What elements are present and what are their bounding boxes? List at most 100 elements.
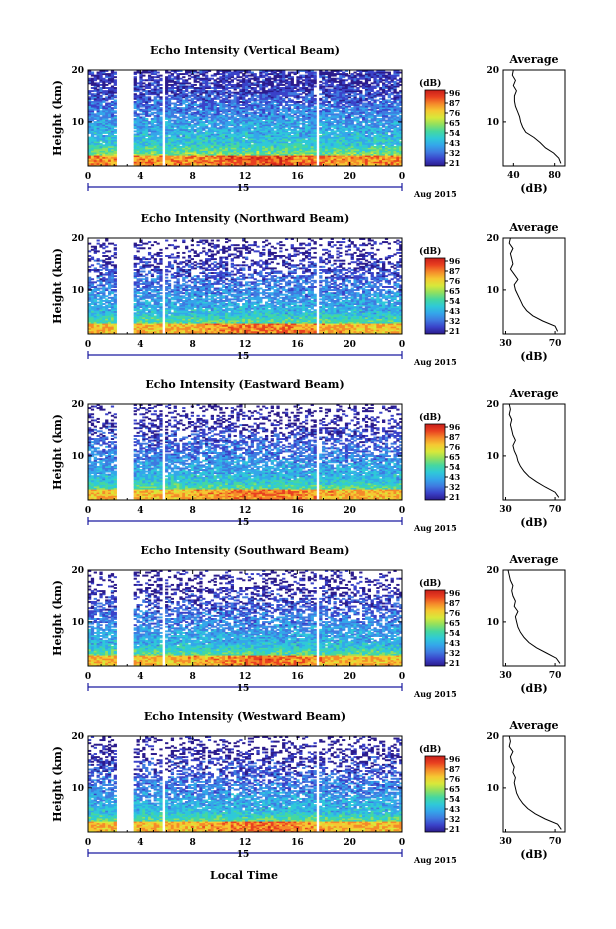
- heatmap-cell: [219, 113, 222, 115]
- heatmap-cell: [176, 93, 179, 95]
- heatmap-cell: [268, 89, 271, 91]
- heatmap-cell: [191, 90, 194, 92]
- heatmap-cell: [176, 104, 179, 106]
- heatmap-cell: [265, 113, 268, 115]
- heatmap-cell: [336, 113, 339, 115]
- heatmap-cell: [382, 123, 385, 125]
- heatmap-cell: [314, 95, 317, 97]
- heatmap-cell: [151, 112, 154, 114]
- heatmap-cell: [373, 146, 376, 148]
- heatmap-cell: [239, 84, 242, 86]
- heatmap-cell: [102, 135, 105, 137]
- heatmap-cell: [231, 109, 234, 111]
- heatmap-cell: [305, 140, 308, 142]
- heatmap-cell: [148, 90, 151, 92]
- heatmap-cell: [179, 118, 182, 120]
- heatmap-cell: [142, 116, 145, 118]
- heatmap-cell: [157, 99, 160, 101]
- heatmap-cell: [305, 106, 308, 108]
- heatmap-cell: [196, 127, 199, 129]
- heatmap-cell: [328, 101, 331, 103]
- heatmap-cell: [205, 124, 208, 126]
- heatmap-cell: [291, 104, 294, 106]
- heatmap-cell: [216, 90, 219, 92]
- heatmap-cell: [236, 118, 239, 120]
- heatmap-cell: [299, 118, 302, 120]
- heatmap-cell: [319, 84, 322, 86]
- heatmap-cell: [251, 144, 254, 146]
- heatmap-cell: [259, 84, 262, 86]
- heatmap-cell: [302, 96, 305, 98]
- heatmap-cell: [222, 115, 225, 117]
- heatmap-cell: [202, 132, 205, 134]
- heatmap-cell: [351, 107, 354, 109]
- heatmap-cell: [356, 116, 359, 118]
- heatmap-cell: [219, 96, 222, 98]
- heatmap-cell: [139, 109, 142, 111]
- heatmap-cell: [274, 85, 277, 87]
- heatmap-cell: [222, 98, 225, 100]
- heatmap-cell: [305, 113, 308, 115]
- heatmap-cell: [171, 84, 174, 86]
- heatmap-cell: [99, 110, 102, 112]
- heatmap-cell: [236, 82, 239, 84]
- heatmap-cell: [242, 138, 245, 140]
- heatmap-cell: [314, 85, 317, 87]
- heatmap-cell: [219, 99, 222, 101]
- heatmap-cell: [99, 95, 102, 97]
- heatmap-cell: [185, 104, 188, 106]
- heatmap-cell: [91, 101, 94, 103]
- heatmap-cell: [348, 82, 351, 84]
- heatmap-cell: [294, 90, 297, 92]
- heatmap-cell: [142, 104, 145, 106]
- heatmap-cell: [216, 103, 219, 105]
- heatmap-cell: [368, 120, 371, 122]
- heatmap-cell: [388, 135, 391, 137]
- heatmap-cell: [114, 95, 117, 97]
- heatmap-cell: [331, 109, 334, 111]
- heatmap-cell: [196, 116, 199, 118]
- heatmap-cell: [254, 127, 257, 129]
- heatmap-cell: [319, 135, 322, 137]
- heatmap-cell: [379, 87, 382, 89]
- heatmap-cell: [296, 115, 299, 117]
- heatmap-cell: [182, 107, 185, 109]
- heatmap-cell: [231, 84, 234, 86]
- heatmap-cell: [191, 84, 194, 86]
- heatmap-cell: [359, 121, 362, 123]
- heatmap-cell: [159, 87, 162, 89]
- heatmap-cell: [393, 95, 396, 97]
- heatmap-cell: [99, 84, 102, 86]
- heatmap-cell: [362, 95, 365, 97]
- heatmap-cell: [353, 116, 356, 118]
- heatmap-cell: [188, 129, 191, 131]
- heatmap-cell: [294, 116, 297, 118]
- heatmap-cell: [191, 112, 194, 114]
- heatmap-cell: [302, 82, 305, 84]
- heatmap-cell: [254, 98, 257, 100]
- heatmap-cell: [368, 112, 371, 114]
- heatmap-cell: [351, 98, 354, 100]
- heatmap-cell: [174, 87, 177, 89]
- heatmap-cell: [256, 112, 259, 114]
- heatmap-cell: [139, 116, 142, 118]
- heatmap-cell: [385, 99, 388, 101]
- heatmap-cell: [331, 93, 334, 95]
- heatmap-cell: [371, 85, 374, 87]
- heatmap-cell: [211, 98, 214, 100]
- heatmap-cell: [348, 112, 351, 114]
- heatmap-cell: [94, 113, 97, 115]
- heatmap-cell: [391, 98, 394, 100]
- heatmap-cell: [148, 113, 151, 115]
- heatmap-cell: [296, 93, 299, 95]
- heatmap-cell: [219, 90, 222, 92]
- heatmap-cell: [254, 82, 257, 84]
- heatmap-cell: [188, 121, 191, 123]
- heatmap-cell: [371, 137, 374, 139]
- heatmap-cell: [157, 89, 160, 91]
- heatmap-cell: [388, 85, 391, 87]
- heatmap-cell: [99, 116, 102, 118]
- heatmap-cell: [368, 84, 371, 86]
- heatmap-cell: [308, 89, 311, 91]
- heatmap-cell: [176, 85, 179, 87]
